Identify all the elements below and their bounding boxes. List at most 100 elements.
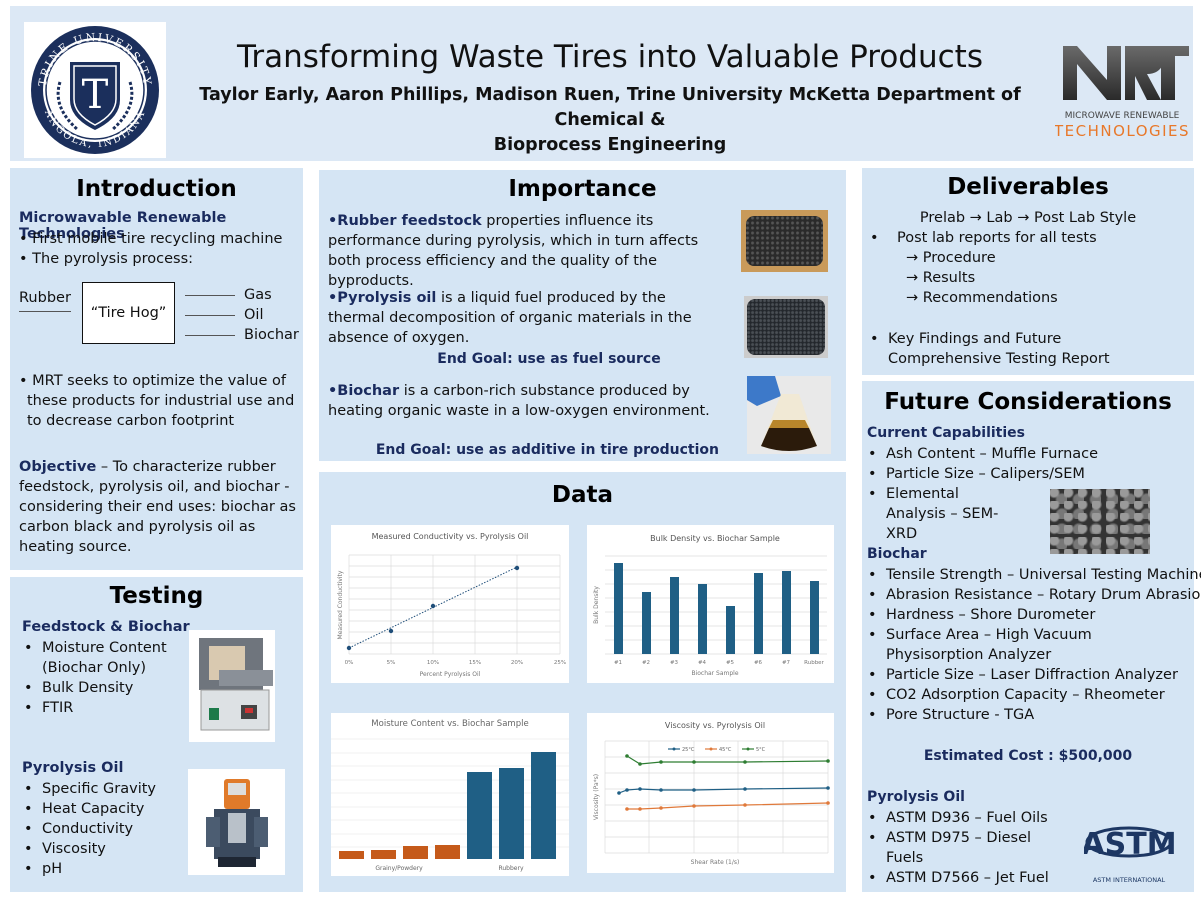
svg-text:#5: #5	[726, 660, 735, 666]
capability-item: Ash Content – Muffle Furnace	[864, 444, 1098, 464]
test-item: Viscosity	[20, 839, 190, 859]
future-item: Hardness – Shore Durometer	[864, 605, 1194, 625]
svg-text:Measured Conductivity vs. Pyro: Measured Conductivity vs. Pyrolysis Oil	[372, 532, 529, 541]
svg-text:Shear Rate (1/s): Shear Rate (1/s)	[691, 859, 740, 866]
future-heading: Future Considerations	[884, 389, 1172, 415]
svg-text:20%: 20%	[511, 660, 523, 666]
test-item: Moisture Content (Biochar Only)	[20, 638, 180, 678]
current-capabilities-list: Ash Content – Muffle Furnace Particle Si…	[864, 444, 1098, 544]
mrt-bullet: • MRT seeks to optimize the value of the…	[19, 373, 295, 429]
astm-item: ASTM D7566 – Jet Fuel	[864, 868, 1064, 888]
conductivity-chart: Measured Conductivity vs. Pyrolysis Oil …	[331, 525, 569, 683]
svg-text:Grainy/Powdery: Grainy/Powdery	[375, 865, 423, 872]
oil-test-list: Specific Gravity Heat Capacity Conductiv…	[20, 779, 190, 879]
svg-text:#6: #6	[754, 660, 763, 666]
svg-text:Biochar Sample: Biochar Sample	[691, 670, 738, 677]
svg-text:#7: #7	[782, 660, 791, 666]
capability-item: Elemental Analysis – SEM-XRD	[864, 484, 1014, 544]
intro-subheading: Microwavable Renewable Technologies	[19, 210, 227, 242]
goal-fuel-source: End Goal: use as fuel source	[437, 351, 661, 367]
astm-international-logo: ASTM ASTM INTERNATIONAL	[1081, 806, 1177, 886]
future-considerations-panel: Future Considerations Current Capabiliti…	[862, 381, 1201, 892]
poster-header: T TRINE UNIVERSITY ANGOLA, INDIANA Trans…	[10, 6, 1193, 161]
svg-text:Moisture Content vs. Biochar S: Moisture Content vs. Biochar Sample	[371, 719, 528, 729]
tire-hog-box: “Tire Hog”	[82, 282, 175, 344]
svg-text:Bulk Density: Bulk Density	[593, 586, 600, 624]
test-item: pH	[20, 859, 190, 879]
importance-item-rubber: •Rubber feedstock properties influence i…	[328, 213, 699, 289]
test-item: Specific Gravity	[20, 779, 190, 799]
svg-text:0%: 0%	[345, 660, 354, 666]
introduction-panel: Introduction Microwavable Renewable Tech…	[10, 168, 303, 570]
bulk-density-chart: Bulk Density vs. Biochar Sample #1 #2	[587, 525, 834, 683]
feedstock-heading: Feedstock & Biochar	[22, 619, 190, 635]
oil-flask-photo	[747, 376, 831, 454]
svg-text:Percent Pyrolysis Oil: Percent Pyrolysis Oil	[420, 671, 481, 678]
astm-item: ASTM D975 – Diesel Fuels	[864, 828, 1064, 868]
svg-text:Viscosity (Pa*s): Viscosity (Pa*s)	[593, 774, 600, 820]
intro-bullet: • The pyrolysis process:	[19, 251, 194, 267]
estimated-cost: Estimated Cost : $500,000	[923, 748, 1133, 764]
deliverables-subitems: → Procedure → Results → Recommendations	[906, 248, 1058, 308]
output-biochar: Biochar	[244, 327, 299, 343]
svg-text:TECHNOLOGIES: TECHNOLOGIES	[1055, 122, 1190, 140]
test-item: Conductivity	[20, 819, 190, 839]
oil-arrow	[185, 315, 235, 316]
capability-item: Particle Size – Calipers/SEM	[864, 464, 1085, 484]
svg-text:25%: 25%	[554, 660, 566, 666]
future-item: CO2 Adsorption Capacity – Rheometer	[864, 685, 1194, 705]
deliverable-subitem: → Recommendations	[906, 290, 1058, 306]
astm-standards-list: ASTM D936 – Fuel Oils ASTM D975 – Diesel…	[864, 808, 1064, 888]
deliverables-bullet-2: Key Findings and Future Comprehensive Te…	[866, 329, 1176, 369]
biochar-arrow	[185, 335, 235, 336]
svg-text:5%: 5%	[387, 660, 396, 666]
svg-text:Measured Conductivity: Measured Conductivity	[337, 570, 344, 639]
deliverables-bullet-1: • Post lab reports for all tests	[870, 230, 1097, 246]
intro-bullet: • First mobile tire recycling machine	[19, 231, 283, 247]
test-item: Heat Capacity	[20, 799, 190, 819]
svg-text:Viscosity vs. Pyrolysis Oil: Viscosity vs. Pyrolysis Oil	[665, 721, 765, 730]
poster-authors: Taylor Early, Aaron Phillips, Madison Ru…	[160, 83, 1060, 158]
mrt-logo: MICROWAVE RENEWABLE TECHNOLOGIES	[1053, 34, 1190, 144]
introduction-heading: Introduction	[76, 176, 237, 202]
future-item: Particle Size – Laser Diffraction Analyz…	[864, 665, 1194, 685]
importance-item-biochar: •Biochar is a carbon-rich substance prod…	[328, 383, 710, 419]
diagram-input-label: Rubber	[19, 290, 71, 306]
svg-text:ASTM INTERNATIONAL: ASTM INTERNATIONAL	[1093, 876, 1166, 884]
poster-title: Transforming Waste Tires into Valuable P…	[237, 39, 983, 75]
svg-text:#2: #2	[642, 660, 650, 666]
authors-line-2: Bioprocess Engineering	[493, 135, 727, 155]
output-oil: Oil	[244, 307, 264, 323]
svg-text:#1: #1	[614, 660, 622, 666]
svg-text:15%: 15%	[469, 660, 481, 666]
muffle-furnace-image	[189, 630, 275, 742]
rubber-feedstock-photo	[741, 210, 828, 272]
test-item: FTIR	[20, 698, 180, 718]
future-item: Pore Structure - TGA	[864, 705, 1194, 725]
viscosity-chart: Viscosity vs. Pyrolysis Oil 25°C 45°C 5°…	[587, 713, 834, 873]
analyzer-instrument-image	[188, 769, 285, 875]
moisture-content-chart: Moisture Content vs. Biochar Sample Grai…	[331, 713, 569, 876]
svg-text:5°C: 5°C	[756, 747, 766, 753]
future-item: Surface Area – High Vacuum Physisorption…	[864, 625, 1184, 665]
pyrolysis-oil-test-heading: Pyrolysis Oil	[22, 760, 124, 776]
current-capabilities-heading: Current Capabilities	[867, 425, 1026, 441]
svg-text:10%: 10%	[427, 660, 439, 666]
objective-text: Objective – To characterize rubber feeds…	[19, 459, 296, 555]
deliverables-panel: Deliverables Prelab → Lab → Post Lab Sty…	[862, 168, 1194, 375]
svg-text:MICROWAVE RENEWABLE: MICROWAVE RENEWABLE	[1065, 111, 1180, 121]
future-item: Tensile Strength – Universal Testing Mac…	[864, 565, 1201, 585]
svg-text:ASTM: ASTM	[1084, 827, 1174, 862]
testing-panel: Testing Feedstock & Biochar Moisture Con…	[10, 577, 303, 892]
future-item: Abrasion Resistance – Rotary Drum Abrasi…	[864, 585, 1201, 605]
input-arrow	[19, 311, 71, 312]
deliverable-subitem: → Results	[906, 270, 976, 286]
svg-text:45°C: 45°C	[719, 747, 732, 753]
importance-panel: Importance •Rubber feedstock properties …	[319, 170, 846, 461]
pyrolysis-oil-standards-heading: Pyrolysis Oil	[867, 789, 965, 805]
svg-text:#4: #4	[698, 660, 707, 666]
deliverables-heading: Deliverables	[947, 174, 1109, 200]
gas-arrow	[185, 295, 235, 296]
svg-text:25°C: 25°C	[682, 747, 695, 753]
svg-text:Bulk Density vs. Biochar Sampl: Bulk Density vs. Biochar Sample	[650, 534, 780, 543]
